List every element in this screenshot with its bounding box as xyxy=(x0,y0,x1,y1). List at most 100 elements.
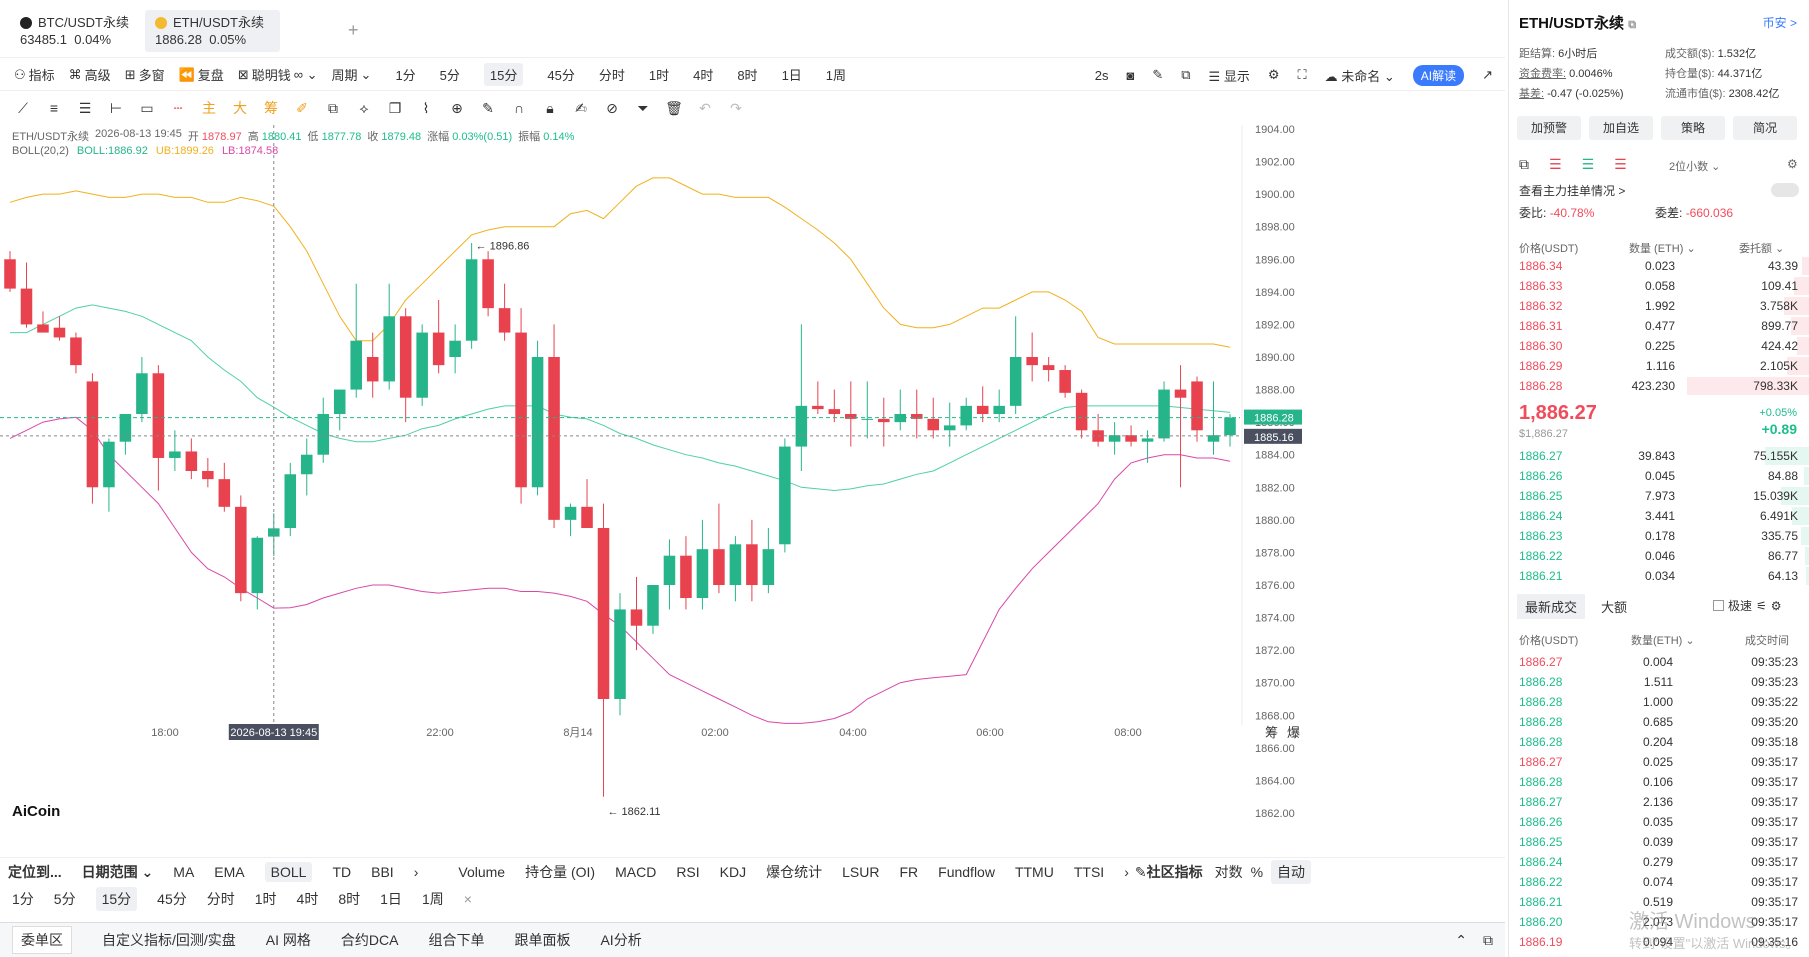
sub-ttsi[interactable]: TTSI xyxy=(1073,863,1105,880)
orderbook-row[interactable]: 1886.28 423.230 798.33K xyxy=(1509,376,1809,396)
ind-td[interactable]: TD xyxy=(332,863,352,880)
sub-ttmu[interactable]: TTMU xyxy=(1014,863,1054,880)
sub-kdj[interactable]: KDJ xyxy=(719,863,747,880)
boll-name[interactable]: BOLL(20,2) xyxy=(12,145,69,157)
add-tab-icon[interactable]: + xyxy=(348,20,359,40)
date-range-dropdown[interactable]: 日期范围 ⌄ xyxy=(81,863,154,880)
tab-eth[interactable]: ETH/USDT永续 1886.28 0.05% xyxy=(145,10,280,52)
sub-liquidation[interactable]: 爆仓统计 xyxy=(766,863,823,880)
dotted-line-icon[interactable]: ┄ xyxy=(173,99,183,116)
strategy-button[interactable]: 策略 xyxy=(1661,116,1725,140)
rectangle-icon[interactable]: ▭ xyxy=(140,99,154,116)
close-icon[interactable]: × xyxy=(463,891,472,907)
orderbook-row[interactable]: 1886.33 0.058 109.41 xyxy=(1509,276,1809,296)
main-orders-toggle[interactable] xyxy=(1771,183,1799,197)
p2-4h[interactable]: 4时 xyxy=(296,891,319,907)
orderbook-row[interactable]: 1886.32 1.992 3.758K xyxy=(1509,296,1809,316)
combo-order-tab[interactable]: 组合下单 xyxy=(428,932,485,948)
chart-canvas[interactable]: 1904.00 1902.00 1900.00 1898.00 1896.00 1894.… xyxy=(0,124,1505,850)
sub-macd[interactable]: MACD xyxy=(615,863,657,880)
asks-only-icon[interactable]: ☰ xyxy=(1614,156,1627,172)
decimals-dropdown[interactable]: 2位小数 ⌄ xyxy=(1669,161,1721,173)
camera-icon[interactable]: ◙ xyxy=(1126,67,1135,83)
orderbook-row[interactable]: 1886.27 39.843 75.155K xyxy=(1509,446,1809,466)
ai-grid-tab[interactable]: AI 网格 xyxy=(265,932,311,948)
sub-lsur[interactable]: LSUR xyxy=(842,863,880,880)
ai-analysis-tab[interactable]: AI分析 xyxy=(600,932,642,948)
copy-trade-tab[interactable]: 跟单面板 xyxy=(514,932,571,948)
orderbook-row[interactable]: 1886.25 7.973 15.039K xyxy=(1509,486,1809,506)
large-trades-tab[interactable]: 大额 xyxy=(1601,600,1628,615)
chips-icon[interactable]: 筹 xyxy=(264,100,278,116)
orderbook-row[interactable]: 1886.23 0.178 335.75 xyxy=(1509,526,1809,546)
redo-icon[interactable]: ↷ xyxy=(730,99,742,116)
period-15m[interactable]: 15分 xyxy=(483,63,524,86)
p2-8h[interactable]: 8时 xyxy=(338,891,361,907)
orderbook-row[interactable]: 1886.21 0.034 64.13 xyxy=(1509,566,1809,586)
undo-icon[interactable]: ↶ xyxy=(699,99,711,116)
orderbook-row[interactable]: 1886.29 1.116 2.105K xyxy=(1509,356,1809,376)
orderbook-row[interactable]: 1886.24 3.441 6.491K xyxy=(1509,506,1809,526)
advanced-button[interactable]: ⌘ 高级 xyxy=(69,65,111,84)
share-icon[interactable]: ↗ xyxy=(1482,67,1493,82)
p2-1m[interactable]: 1分 xyxy=(12,891,34,907)
horizontal-line-icon[interactable]: ⊢ xyxy=(109,99,123,116)
more-main-icon[interactable]: › xyxy=(413,863,419,880)
indicator-button[interactable]: ⚇ 指标 xyxy=(14,65,55,84)
refresh-rate[interactable]: 2s xyxy=(1094,67,1109,83)
custom-indicator-tab[interactable]: 自定义指标/回测/实盘 xyxy=(102,932,236,948)
replay-button[interactable]: ⏪ 复盘 xyxy=(179,65,224,84)
latest-trades-tab[interactable]: 最新成交 xyxy=(1517,594,1586,619)
orderbook-row[interactable]: 1886.26 0.045 84.88 xyxy=(1509,466,1809,486)
period-1h[interactable]: 1时 xyxy=(648,68,670,83)
percent-button[interactable]: % xyxy=(1250,863,1264,880)
cycle-dropdown[interactable]: 周期 ⌄ xyxy=(332,65,372,84)
account-dropdown[interactable]: ☁ 未命名 ⌄ xyxy=(1324,68,1395,84)
edit-icon[interactable]: ✍ xyxy=(575,99,587,116)
settings-icon[interactable]: ⚙ xyxy=(1787,157,1798,171)
bids-only-icon[interactable]: ☰ xyxy=(1581,156,1595,172)
settings-icon[interactable]: ⚙ xyxy=(1770,598,1782,613)
magnet-icon[interactable]: ∩ xyxy=(513,100,525,116)
link-icon[interactable]: ⊘ xyxy=(606,99,618,116)
zoom-icon[interactable]: ⊕ xyxy=(451,99,463,116)
speed-checkbox[interactable]: 极速 ⚟ ⚙ xyxy=(1713,597,1782,614)
period-4h[interactable]: 4时 xyxy=(693,68,714,83)
main-icon[interactable]: 主 xyxy=(202,100,216,116)
order-zone-tab[interactable]: 委单区 xyxy=(12,926,72,954)
orderbook-row[interactable]: 1886.34 0.023 43.39 xyxy=(1509,256,1809,276)
contract-dca-tab[interactable]: 合约DCA xyxy=(340,932,399,948)
main-orders-link[interactable]: 查看主力挂单情况 > xyxy=(1519,184,1626,198)
sub-volume[interactable]: Volume xyxy=(458,863,506,880)
multi-lines-icon[interactable]: ☰ xyxy=(78,99,92,116)
ind-boll[interactable]: BOLL xyxy=(264,861,313,882)
pen-icon[interactable]: ✎ xyxy=(1152,67,1164,82)
ruler-icon[interactable]: ⌇ xyxy=(422,99,430,116)
community-indicator-button[interactable]: ✎社区指标 xyxy=(1134,863,1203,880)
auto-button[interactable]: 自动 xyxy=(1271,859,1312,884)
popout-icon[interactable]: ⧉ xyxy=(1483,931,1493,948)
ind-bbi[interactable]: BBI xyxy=(371,863,394,880)
fullscreen-icon[interactable]: ⛶ xyxy=(1297,67,1307,82)
filter-icon[interactable]: ⏷ xyxy=(637,99,649,116)
period-1w[interactable]: 1周 xyxy=(825,68,847,83)
add-watchlist-button[interactable]: 加自选 xyxy=(1589,116,1653,140)
popout-icon[interactable]: ⧉ xyxy=(1519,156,1529,172)
parallel-lines-icon[interactable]: ≡ xyxy=(49,100,59,116)
exchange-link[interactable]: 币安 > xyxy=(1762,16,1797,30)
p2-5m[interactable]: 5分 xyxy=(53,891,76,907)
multi-window-button[interactable]: ⊞ 多窗 xyxy=(125,65,165,84)
overview-button[interactable]: 简况 xyxy=(1733,116,1797,140)
eraser-icon[interactable]: ✎ xyxy=(482,99,494,116)
period-timeshare[interactable]: 分时 xyxy=(598,68,625,83)
both-sides-icon[interactable]: ☰ xyxy=(1549,156,1562,172)
sub-fr[interactable]: FR xyxy=(899,863,919,880)
ai-interpret-button[interactable]: AI解读 xyxy=(1412,64,1465,86)
trash-icon[interactable]: 🗑︎ xyxy=(665,99,683,116)
measure-icon[interactable]: ⟡ xyxy=(359,99,369,116)
orderbook-row[interactable]: 1886.31 0.477 899.77 xyxy=(1509,316,1809,336)
period-45m[interactable]: 45分 xyxy=(547,68,575,83)
orderbook-row[interactable]: 1886.30 0.225 424.42 xyxy=(1509,336,1809,356)
kline-chart[interactable]: 1904.00 1902.00 1900.00 1898.00 1896.00 1894.… xyxy=(0,124,1505,850)
orderbook-row[interactable]: 1886.22 0.046 86.77 xyxy=(1509,546,1809,566)
